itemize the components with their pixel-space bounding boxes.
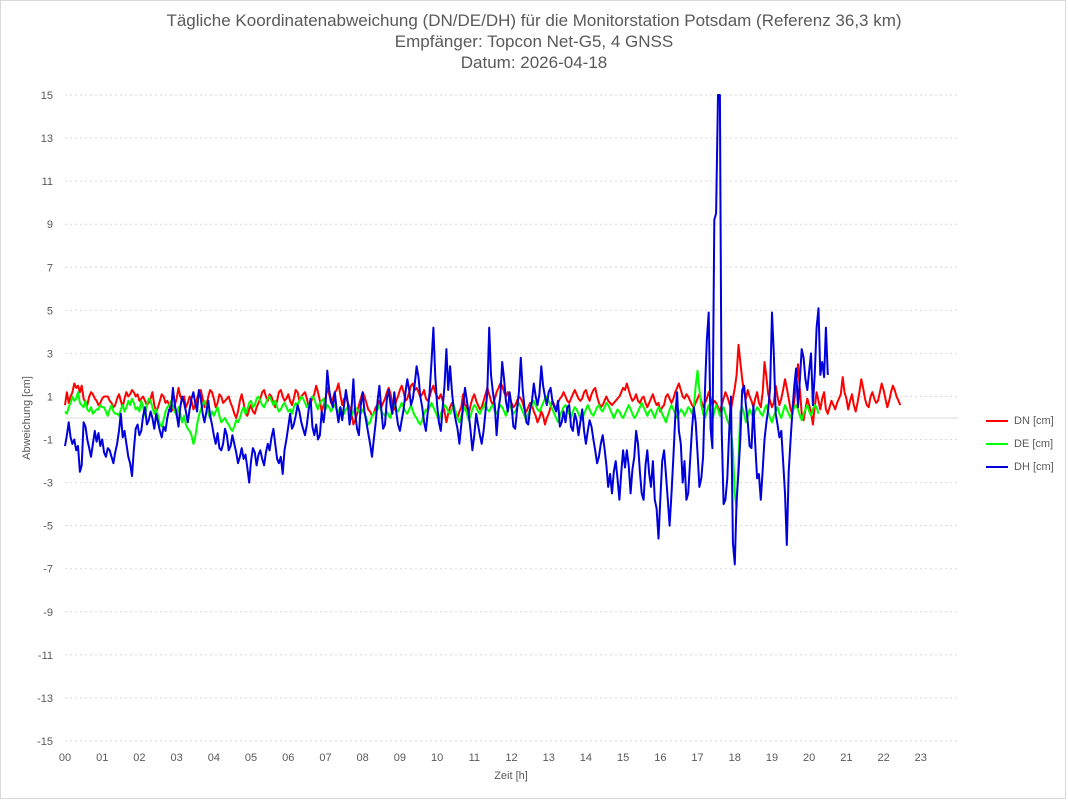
legend: DN [cm] DE [cm] DH [cm] [986,409,1054,478]
legend-swatch-dh [986,465,1008,468]
x-tick-label: 02 [133,752,145,764]
y-tick-label: 13 [41,133,53,145]
legend-label-dn: DN [cm] [1014,414,1054,427]
y-tick-label: 9 [47,219,53,231]
x-tick-label: 18 [729,752,741,764]
x-tick-label: 00 [59,752,71,764]
legend-swatch-de [986,442,1008,445]
x-tick-label: 15 [617,752,629,764]
series-dh-line [64,94,829,566]
y-tick-label: -9 [43,607,53,619]
x-tick-label: 07 [319,752,331,764]
x-tick-label: 11 [469,752,480,764]
legend-item-dn: DN [cm] [986,409,1054,432]
y-tick-label: -5 [43,521,53,533]
gridlines [65,94,958,742]
y-tick-label: -7 [43,564,53,576]
series-dn-line [64,343,902,426]
y-tick-label: 3 [47,348,53,360]
x-tick-label: 21 [840,752,852,764]
x-tick-label: 16 [654,752,666,764]
legend-label-dh: DH [cm] [1014,460,1054,473]
series-lines [64,94,902,566]
y-tick-label: 7 [47,262,53,274]
x-tick-label: 06 [282,752,294,764]
x-tick-label: 23 [915,752,927,764]
x-tick-label: 17 [691,752,703,764]
title-line-1: Tägliche Koordinatenabweichung (DN/DE/DH… [166,11,902,30]
x-tick-label: 01 [96,752,108,764]
chart-title: Tägliche Koordinatenabweichung (DN/DE/DH… [0,10,1068,73]
x-tick-label: 13 [543,752,555,764]
legend-label-de: DE [cm] [1014,437,1054,450]
y-tick-label: 15 [41,90,53,102]
x-tick-label: 20 [803,752,815,764]
x-tick-label: 03 [171,752,183,764]
y-tick-label: -1 [43,435,53,447]
x-tick-label: 19 [766,752,778,764]
legend-item-dh: DH [cm] [986,455,1054,478]
title-line-2: Empfänger: Topcon Net-G5, 4 GNSS [394,32,674,51]
x-axis-ticks: 00 01 02 03 04 05 06 07 08 09 10 11 12 13 14 15 16 17 18 19… [59,752,927,764]
y-axis-ticks: 15 13 11 9 7 5 3 1 -1 -3 -5 -7 -9 -11 -13 -15 [37,90,53,748]
y-tick-label: 1 [47,391,53,403]
legend-swatch-dn [986,419,1008,422]
x-tick-label: 04 [208,752,220,764]
y-tick-label: -15 [37,736,53,748]
x-tick-label: 12 [505,752,517,764]
y-tick-label: -11 [38,650,53,662]
legend-item-de: DE [cm] [986,432,1054,455]
x-axis-label: Zeit [h] [494,770,528,782]
title-line-3: Datum: 2026-04-18 [460,53,608,72]
y-tick-label: 11 [42,176,53,188]
y-tick-label: -3 [43,478,53,490]
x-tick-label: 14 [580,752,592,764]
y-tick-label: 5 [47,305,53,317]
x-tick-label: 05 [245,752,257,764]
y-tick-label: -13 [37,693,53,705]
y-axis-label: Abweichung [cm] [21,376,33,460]
x-tick-label: 10 [431,752,443,764]
x-tick-label: 09 [394,752,406,764]
x-tick-label: 08 [357,752,369,764]
x-tick-label: 22 [877,752,889,764]
